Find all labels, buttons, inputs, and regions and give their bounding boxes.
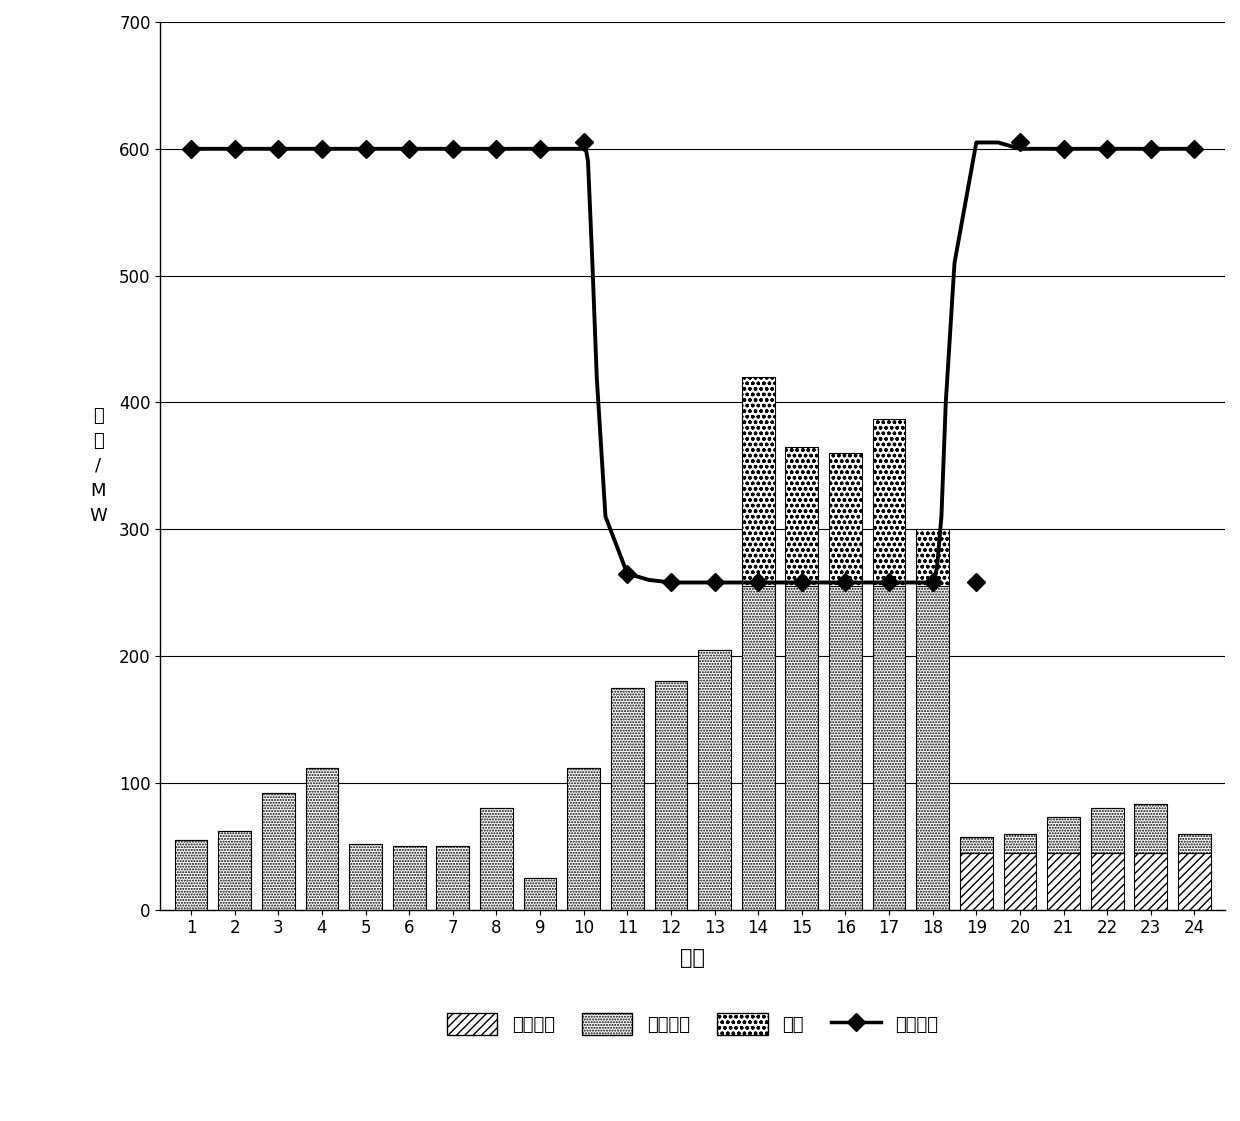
Bar <box>262 793 295 909</box>
Bar <box>175 840 207 909</box>
Legend: 光热出力, 风光出力, 弃电, 通道能力: 光热出力, 风光出力, 弃电, 通道能力 <box>440 1007 946 1043</box>
Bar <box>350 844 382 909</box>
Bar <box>305 768 339 909</box>
Bar <box>873 419 905 586</box>
Bar <box>611 688 644 909</box>
Bar <box>1003 834 1037 853</box>
Bar <box>916 586 949 909</box>
Bar <box>523 878 557 909</box>
Bar <box>436 846 469 909</box>
Bar <box>873 586 905 909</box>
Bar <box>742 377 775 586</box>
Bar <box>567 768 600 909</box>
Bar <box>785 586 818 909</box>
Bar <box>830 453 862 586</box>
Bar <box>393 846 425 909</box>
Bar <box>218 831 250 909</box>
Bar <box>830 586 862 909</box>
Bar <box>742 586 775 909</box>
Bar <box>1048 853 1080 909</box>
X-axis label: 时刻: 时刻 <box>681 948 706 969</box>
Bar <box>960 853 993 909</box>
Bar <box>698 650 730 909</box>
Bar <box>1048 817 1080 853</box>
Bar <box>480 808 513 909</box>
Bar <box>785 447 818 586</box>
Bar <box>916 529 949 586</box>
Bar <box>1135 805 1167 853</box>
Bar <box>1091 853 1123 909</box>
Bar <box>655 682 687 909</box>
Bar <box>1091 808 1123 853</box>
Bar <box>1178 853 1210 909</box>
Bar <box>1135 853 1167 909</box>
Bar <box>960 837 993 853</box>
Bar <box>1003 853 1037 909</box>
Y-axis label: 功
率
/
M
W: 功 率 / M W <box>89 407 107 525</box>
Bar <box>1178 834 1210 853</box>
